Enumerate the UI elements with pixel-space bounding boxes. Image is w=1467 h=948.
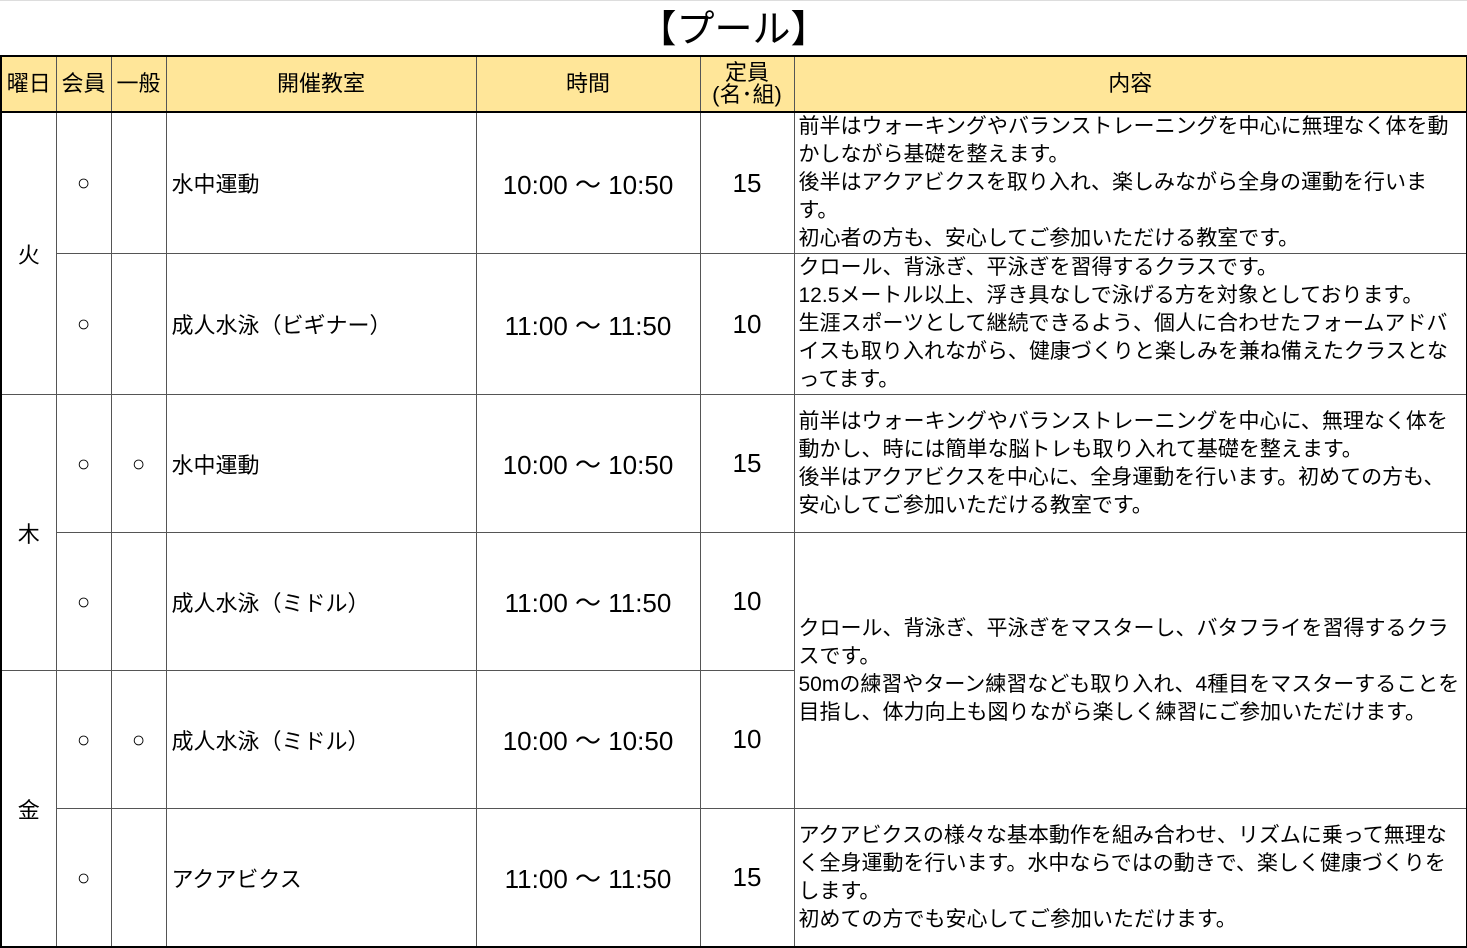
- member-mark: ○: [55, 670, 112, 809]
- day-cell-fri: 金: [0, 670, 57, 948]
- class-content: 前半はウォーキングやバランストレーニングを中心に無理なく体を動かしながら基礎を整…: [793, 111, 1467, 254]
- general-mark: [110, 111, 167, 254]
- table-header-row: 曜日 会員 一般 開催教室 時間 定員 (名･組) 内容: [0, 55, 1467, 113]
- class-name: 成人水泳（ミドル）: [165, 532, 477, 671]
- member-mark: ○: [55, 808, 112, 948]
- class-capacity: 15: [699, 394, 795, 533]
- class-time: 11:00 ～ 11:50: [475, 808, 701, 948]
- header-day: 曜日: [0, 55, 57, 113]
- class-content: 前半はウォーキングやバランストレーニングを中心に、無理なく体を動かし、時には簡単…: [793, 394, 1467, 533]
- table-row: 金 ○ ○ 成人水泳（ミドル） 10:00 ～ 10:50 10: [0, 670, 1467, 948]
- general-mark: [110, 253, 167, 395]
- class-time: 10:00 ～ 10:50: [475, 394, 701, 533]
- class-capacity: 15: [699, 111, 795, 254]
- general-mark: [110, 808, 167, 948]
- class-name: 成人水泳（ビギナー）: [165, 253, 477, 395]
- table-row: ○ アクアビクス 11:00 ～ 11:50 15 アクアビクスの様々な基本動作…: [1, 808, 1467, 948]
- class-name: 水中運動: [165, 111, 477, 254]
- class-capacity: 10: [699, 253, 795, 395]
- class-content: クロール、背泳ぎ、平泳ぎをマスターし、バタフライを習得するクラスです。 50mの練…: [793, 532, 1467, 809]
- table-row: ○ 成人水泳（ビギナー） 11:00 ～ 11:50 10 クロール、背泳ぎ、平…: [1, 253, 1467, 395]
- class-name: アクアビクス: [165, 808, 477, 948]
- header-content: 内容: [793, 55, 1467, 113]
- class-content: アクアビクスの様々な基本動作を組み合わせ、リズムに乗って無理なく全身運動を行いま…: [793, 808, 1467, 948]
- pool-schedule-table: 曜日 会員 一般 開催教室 時間 定員 (名･組) 内容 火 ○ 水中運動 10:…: [0, 55, 1467, 948]
- class-capacity: 10: [699, 670, 795, 809]
- day-cell-tue: 火: [0, 111, 57, 395]
- class-name: 水中運動: [165, 394, 477, 533]
- header-time: 時間: [475, 55, 701, 113]
- general-mark: [110, 532, 167, 671]
- header-class: 開催教室: [165, 55, 477, 113]
- member-mark: ○: [55, 532, 112, 671]
- table-row: ○ 成人水泳（ミドル） 11:00 ～ 11:50 10 クロール、背泳ぎ、平泳…: [1, 532, 1467, 809]
- page-title: 【プール】: [0, 0, 1467, 55]
- class-capacity: 15: [699, 808, 795, 948]
- class-time: 10:00 ～ 10:50: [475, 670, 701, 809]
- header-member: 会員: [55, 55, 112, 113]
- header-general: 一般: [110, 55, 167, 113]
- table-row: 火 ○ 水中運動 10:00 ～ 10:50 15 前半はウォーキングやバランス…: [0, 111, 1467, 395]
- class-content: クロール、背泳ぎ、平泳ぎを習得するクラスです。 12.5メートル以上、浮き具なしで…: [793, 253, 1467, 395]
- class-time: 10:00 ～ 10:50: [475, 111, 701, 254]
- member-mark: ○: [55, 394, 112, 533]
- class-time: 11:00 ～ 11:50: [475, 532, 701, 671]
- class-time: 11:00 ～ 11:50: [475, 253, 701, 395]
- day-cell-thu: 木: [0, 394, 57, 671]
- header-capacity-line2: (名･組): [712, 82, 782, 107]
- member-mark: ○: [55, 253, 112, 395]
- class-name: 成人水泳（ミドル）: [165, 670, 477, 809]
- header-capacity-line1: 定員: [724, 60, 769, 85]
- member-mark: ○: [55, 111, 112, 254]
- header-capacity: 定員 (名･組): [699, 55, 795, 113]
- general-mark: ○: [110, 670, 167, 809]
- general-mark: ○: [110, 394, 167, 533]
- table-row: 木 ○ ○ 水中運動 10:00 ～ 10:50 15 前半はウォーキングやバラ…: [0, 394, 1467, 671]
- class-capacity: 10: [699, 532, 795, 671]
